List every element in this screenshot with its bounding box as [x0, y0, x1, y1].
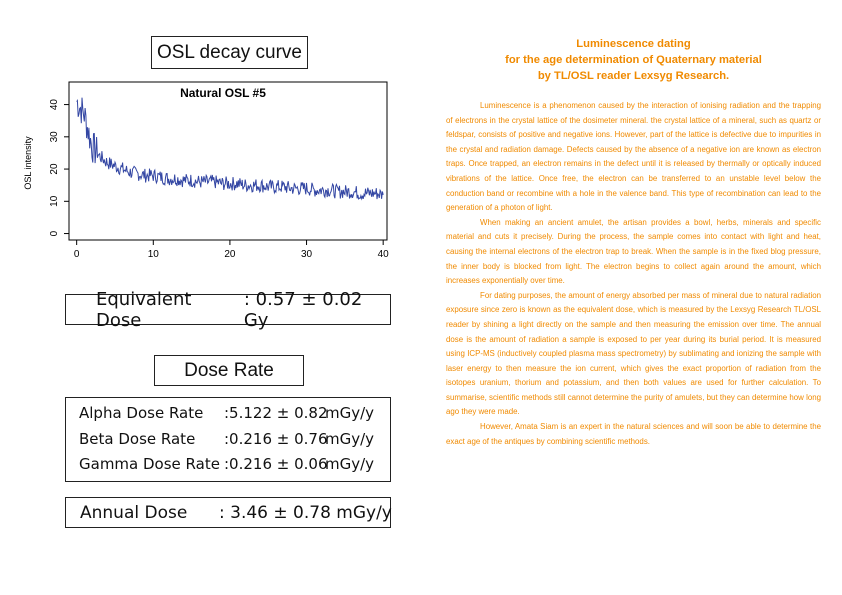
osl-series-line	[76, 97, 384, 201]
gamma-dose-unit: mGy/y	[325, 455, 375, 473]
dose-rates-box: Alpha Dose Rate :5.122 ± 0.82 mGy/y Beta…	[65, 397, 391, 482]
gamma-dose-value: :0.216 ± 0.06	[224, 455, 328, 473]
y-tick-label: 0	[49, 230, 60, 236]
y-tick-label: 40	[49, 99, 60, 111]
article-body: Luminescence is a phenomenon caused by t…	[446, 99, 821, 449]
alpha-dose-value: :5.122 ± 0.82	[224, 404, 328, 422]
osl-chart-svg: Natural OSL #5 OSL intensity 0 10 20 30 40 0 10 2…	[23, 81, 390, 260]
dose-rate-title-text: Dose Rate	[184, 359, 274, 381]
equivalent-dose-label: Equivalent Dose	[96, 288, 192, 331]
osl-title-text: OSL decay curve	[156, 41, 303, 63]
article-title-line-3: by TL/OSL reader Lexsyg Research.	[537, 70, 730, 82]
x-tick-label: 0	[74, 249, 80, 260]
y-tick-label: 30	[49, 131, 60, 143]
y-tick-label: 10	[49, 195, 60, 207]
beta-dose-label: Beta Dose Rate	[79, 430, 196, 448]
equivalent-dose-value: : 0.57 ± 0.02 Gy	[243, 288, 363, 331]
gamma-dose-label: Gamma Dose Rate	[79, 455, 220, 473]
alpha-dose-label: Alpha Dose Rate	[79, 404, 204, 422]
alpha-dose-unit: mGy/y	[325, 404, 375, 422]
plot-frame	[68, 81, 388, 241]
equivalent-dose-box: Equivalent Dose : 0.57 ± 0.02 Gy	[65, 289, 391, 331]
y-tick-label: 20	[49, 163, 60, 175]
article-title-line-2: for the age determination of Quaternary …	[505, 54, 762, 66]
x-tick-label: 20	[224, 249, 236, 260]
osl-title: OSL decay curve	[151, 36, 308, 69]
x-tick-label: 40	[378, 249, 390, 260]
beta-dose-value: :0.216 ± 0.76	[224, 430, 328, 448]
article-paragraph: However, Amata Siam is an expert in the …	[446, 422, 821, 446]
beta-dose-unit: mGy/y	[325, 430, 375, 448]
article-title-line-1: Luminescence dating	[576, 38, 691, 50]
annual-dose-box: Annual Dose : 3.46 ± 0.78 mGy/y	[65, 497, 392, 528]
y-axis-label: OSL intensity	[23, 136, 33, 190]
chart-title: Natural OSL #5	[180, 86, 266, 100]
article-paragraph: When making an ancient amulet, the artis…	[446, 217, 821, 286]
annual-dose-value: : 3.46 ± 0.78 mGy/y	[219, 503, 392, 523]
article-paragraph: For dating purposes, the amount of energ…	[446, 290, 821, 417]
article: Luminescence dating for the age determin…	[446, 36, 821, 449]
x-tick-label: 30	[301, 249, 313, 260]
dose-rate-title: Dose Rate	[154, 355, 304, 386]
annual-dose-label: Annual Dose	[80, 503, 188, 523]
osl-chart: Natural OSL #5 OSL intensity 0 10 20 30 40 0 10 2…	[0, 76, 400, 292]
x-tick-label: 10	[148, 249, 160, 260]
article-paragraph: Luminescence is a phenomenon caused by t…	[446, 101, 821, 213]
